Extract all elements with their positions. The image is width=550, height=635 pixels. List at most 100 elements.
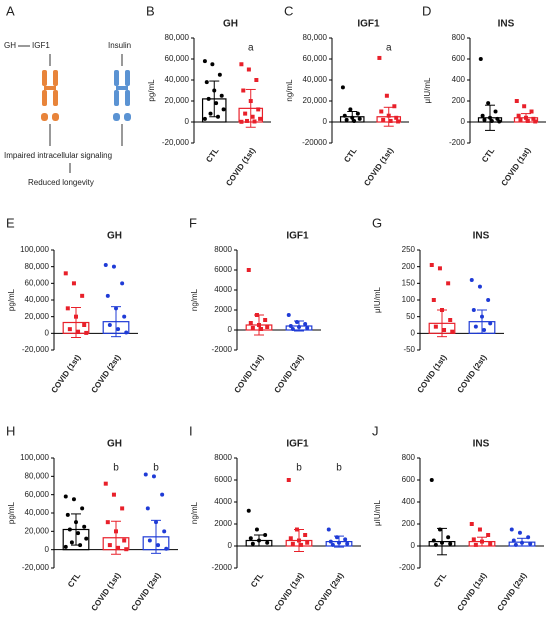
error-bar bbox=[334, 535, 344, 548]
data-point bbox=[513, 542, 518, 547]
x-tick-label: COVID (2st) bbox=[312, 571, 345, 613]
panel: I IGF1 ng/mL -2000 0 2000 4000 6000 8000 CTL b COVI… bbox=[189, 423, 361, 613]
data-point bbox=[164, 546, 169, 551]
error-bar bbox=[437, 309, 447, 338]
y-tick-label: 60,000 bbox=[303, 54, 328, 63]
y-tick-label: 80,000 bbox=[165, 33, 190, 42]
y-tick-label: 40,000 bbox=[165, 75, 190, 84]
annotation: b bbox=[113, 463, 119, 474]
data-point bbox=[488, 321, 493, 326]
x-tick-label: CTL bbox=[66, 571, 82, 589]
y-tick-label: 100,000 bbox=[20, 245, 49, 254]
data-point bbox=[63, 271, 68, 276]
data-point bbox=[533, 119, 538, 124]
data-point bbox=[208, 111, 213, 116]
x-tick-label: COVID (1st) bbox=[232, 353, 265, 395]
y-tick-label: 0 bbox=[228, 325, 233, 334]
x-tick-label: CTL bbox=[342, 146, 358, 164]
error-bar bbox=[254, 534, 264, 547]
data-point bbox=[107, 543, 112, 548]
y-tick-label: 6000 bbox=[214, 475, 232, 484]
y-tick-label: 20,000 bbox=[165, 96, 190, 105]
error-bar bbox=[71, 513, 81, 546]
y-tick-label: 0 bbox=[461, 117, 466, 126]
data-point bbox=[246, 508, 251, 513]
y-tick-label: 0 bbox=[185, 117, 190, 126]
x-tick-label: COVID (1st) bbox=[49, 353, 82, 395]
chart-title: IGF1 bbox=[357, 19, 380, 30]
data-point bbox=[477, 527, 482, 532]
panel-letter: E bbox=[6, 215, 15, 230]
data-point bbox=[305, 326, 310, 330]
data-point bbox=[328, 539, 333, 544]
x-tick-label: COVID (2st) bbox=[89, 353, 122, 395]
data-point bbox=[357, 116, 362, 121]
data-point bbox=[122, 314, 127, 319]
data-point bbox=[250, 326, 255, 330]
data-point bbox=[124, 547, 129, 552]
x-tick-label: COVID (1st) bbox=[272, 571, 305, 613]
panel: B GH pg/mL -20,000 0 20,000 40,000 60,000 80,000… bbox=[146, 3, 271, 188]
data-point bbox=[254, 527, 259, 532]
panel: J INS μIU/mL -200 0 200 400 600 800 CTL COVID (1st… bbox=[372, 423, 544, 613]
data-point bbox=[210, 62, 215, 67]
data-point bbox=[239, 62, 244, 67]
data-point bbox=[156, 543, 161, 548]
y-tick-label: 100,000 bbox=[20, 453, 49, 462]
outcome: Reduced longevity bbox=[28, 178, 94, 187]
panel-letter: A bbox=[6, 3, 15, 18]
y-tick-label: 100 bbox=[402, 295, 416, 304]
data-point bbox=[388, 118, 393, 123]
data-point bbox=[219, 93, 224, 98]
panel: C IGF1 ng/mL -20000 0 20,000 40,000 60,000 80,00… bbox=[284, 3, 409, 188]
data-point bbox=[116, 545, 121, 550]
x-tick-label: CTL bbox=[480, 146, 496, 164]
y-tick-label: 800 bbox=[452, 33, 466, 42]
y-tick-label: 20,000 bbox=[25, 312, 50, 321]
data-point bbox=[486, 101, 491, 106]
data-point bbox=[355, 111, 360, 116]
panel-letter: F bbox=[189, 215, 197, 230]
y-tick-label: -2000 bbox=[212, 345, 233, 354]
data-point bbox=[265, 540, 270, 545]
data-point bbox=[288, 324, 293, 328]
data-point bbox=[288, 536, 293, 541]
data-point bbox=[477, 284, 482, 289]
data-point bbox=[65, 306, 70, 311]
data-point bbox=[511, 538, 516, 543]
data-point bbox=[431, 298, 436, 302]
y-tick-label: -200 bbox=[399, 563, 416, 572]
data-point bbox=[529, 109, 534, 114]
data-point bbox=[522, 104, 527, 109]
data-point bbox=[256, 107, 261, 112]
x-tick-label: COVID (2st) bbox=[129, 571, 162, 613]
error-bar bbox=[209, 80, 220, 118]
x-tick-label: COVID (1st) bbox=[224, 146, 257, 188]
data-point bbox=[486, 533, 491, 537]
data-point bbox=[160, 492, 165, 497]
data-point bbox=[263, 533, 268, 537]
x-tick-label: CTL bbox=[249, 571, 265, 589]
y-axis-label: ng/mL bbox=[285, 79, 294, 102]
data-point bbox=[489, 118, 494, 123]
data-point bbox=[480, 113, 485, 118]
y-tick-label: 2000 bbox=[214, 519, 232, 528]
data-point bbox=[221, 107, 226, 112]
data-point bbox=[497, 119, 502, 124]
y-tick-label: 40,000 bbox=[303, 75, 328, 84]
data-point bbox=[469, 278, 474, 282]
data-point bbox=[345, 541, 350, 546]
y-axis-label: ng/mL bbox=[190, 501, 199, 524]
data-point bbox=[286, 313, 291, 317]
data-point bbox=[143, 472, 148, 477]
y-tick-label: -2000 bbox=[212, 563, 233, 572]
y-axis-label: pg/mL bbox=[7, 288, 16, 311]
data-point bbox=[206, 96, 211, 101]
panel-letter: C bbox=[284, 3, 293, 18]
data-point bbox=[482, 328, 487, 332]
data-point bbox=[348, 107, 353, 112]
data-point bbox=[84, 330, 89, 335]
y-axis-label: μIU/mL bbox=[373, 499, 382, 525]
data-point bbox=[429, 478, 434, 482]
panel: H GH pg/mL -20,000 0 20,000 40,000 60,000 80,000… bbox=[6, 423, 178, 613]
